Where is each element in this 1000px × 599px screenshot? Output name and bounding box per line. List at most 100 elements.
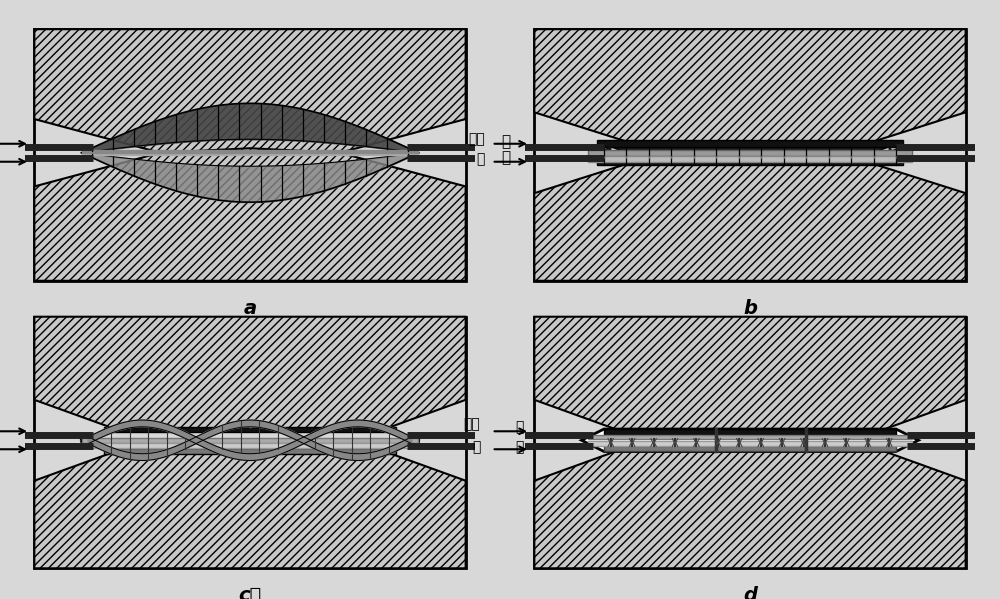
Polygon shape: [300, 438, 301, 446]
Polygon shape: [314, 431, 315, 438]
Polygon shape: [273, 423, 274, 431]
Bar: [588, 150, 912, 156]
Polygon shape: [187, 441, 188, 448]
Polygon shape: [34, 452, 466, 568]
Polygon shape: [279, 448, 280, 455]
Polygon shape: [275, 449, 277, 456]
Polygon shape: [358, 420, 359, 427]
Polygon shape: [99, 442, 100, 449]
Polygon shape: [108, 428, 109, 435]
Polygon shape: [408, 435, 410, 443]
Bar: [604, 429, 896, 435]
Polygon shape: [350, 420, 351, 427]
Polygon shape: [247, 420, 248, 427]
Polygon shape: [410, 436, 411, 443]
Polygon shape: [410, 437, 411, 444]
Polygon shape: [367, 453, 368, 460]
Polygon shape: [132, 453, 133, 460]
Polygon shape: [320, 444, 321, 452]
Polygon shape: [145, 420, 146, 427]
Polygon shape: [120, 423, 121, 430]
Polygon shape: [332, 424, 333, 431]
Polygon shape: [299, 438, 300, 446]
Polygon shape: [534, 164, 966, 281]
Polygon shape: [387, 447, 388, 455]
Polygon shape: [274, 424, 275, 431]
Polygon shape: [162, 423, 163, 429]
Polygon shape: [146, 453, 147, 461]
Polygon shape: [167, 424, 168, 431]
Polygon shape: [139, 420, 140, 427]
Polygon shape: [178, 445, 179, 452]
Polygon shape: [142, 420, 143, 427]
Polygon shape: [132, 420, 133, 428]
Polygon shape: [166, 424, 167, 431]
Polygon shape: [182, 430, 183, 438]
Polygon shape: [292, 442, 293, 449]
Polygon shape: [396, 444, 397, 451]
Polygon shape: [159, 452, 160, 459]
Polygon shape: [230, 422, 231, 429]
Polygon shape: [215, 428, 216, 435]
Polygon shape: [383, 449, 384, 456]
Polygon shape: [226, 423, 227, 431]
Polygon shape: [142, 453, 143, 461]
Polygon shape: [227, 423, 228, 431]
Polygon shape: [205, 441, 206, 449]
Polygon shape: [381, 424, 383, 431]
Polygon shape: [138, 420, 139, 427]
Polygon shape: [102, 429, 103, 437]
Polygon shape: [257, 453, 258, 460]
Polygon shape: [323, 428, 324, 435]
Polygon shape: [341, 422, 342, 429]
Polygon shape: [285, 428, 286, 435]
Polygon shape: [148, 453, 149, 460]
Polygon shape: [221, 425, 222, 432]
Polygon shape: [379, 450, 380, 457]
Polygon shape: [233, 422, 234, 429]
Polygon shape: [346, 453, 347, 459]
Polygon shape: [203, 440, 204, 447]
Polygon shape: [385, 449, 386, 456]
Polygon shape: [308, 434, 309, 441]
Polygon shape: [370, 421, 371, 428]
Polygon shape: [235, 421, 236, 428]
Polygon shape: [114, 449, 115, 456]
Text: 气: 气: [477, 153, 485, 167]
Polygon shape: [294, 432, 295, 439]
Polygon shape: [301, 435, 302, 443]
Polygon shape: [287, 429, 288, 436]
Polygon shape: [211, 444, 212, 451]
Polygon shape: [386, 425, 387, 432]
Polygon shape: [368, 421, 370, 428]
Polygon shape: [262, 452, 264, 459]
Polygon shape: [307, 435, 308, 442]
Polygon shape: [133, 453, 134, 460]
Polygon shape: [398, 430, 399, 437]
Polygon shape: [371, 421, 372, 428]
Polygon shape: [296, 440, 297, 447]
Polygon shape: [405, 440, 406, 447]
Polygon shape: [315, 443, 317, 450]
Polygon shape: [239, 421, 240, 428]
Polygon shape: [313, 441, 314, 449]
Polygon shape: [143, 453, 145, 461]
Polygon shape: [310, 440, 311, 447]
Polygon shape: [137, 420, 138, 427]
Polygon shape: [238, 453, 239, 459]
Polygon shape: [134, 453, 135, 460]
Polygon shape: [222, 425, 223, 432]
Polygon shape: [328, 425, 330, 432]
Polygon shape: [332, 449, 333, 456]
Polygon shape: [146, 420, 147, 427]
Polygon shape: [170, 448, 172, 455]
Polygon shape: [327, 426, 328, 433]
Polygon shape: [169, 448, 170, 455]
Polygon shape: [199, 438, 200, 446]
Bar: [604, 446, 896, 452]
Polygon shape: [125, 452, 126, 459]
Polygon shape: [192, 435, 193, 442]
Polygon shape: [331, 449, 332, 456]
Polygon shape: [284, 428, 285, 435]
Polygon shape: [185, 431, 186, 438]
